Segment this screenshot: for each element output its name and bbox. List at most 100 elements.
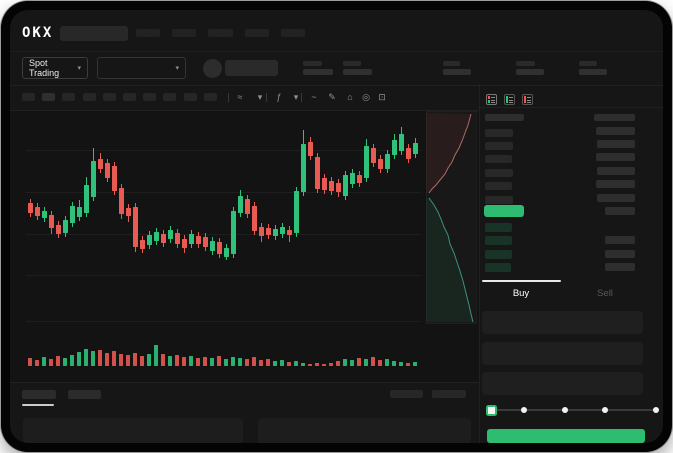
candle-body [77,207,82,217]
nav-item-placeholder[interactable] [136,29,160,37]
indicator-zigzag-icon[interactable]: ≈ [237,92,243,102]
chart-area[interactable] [10,111,479,382]
toolbar-item-placeholder[interactable] [123,93,136,101]
candle-body [196,236,201,244]
tab-buy[interactable]: Buy [512,288,530,299]
slider-stop-dot[interactable] [521,407,527,413]
toolbar-item-placeholder[interactable] [62,93,76,101]
pair-dropdown[interactable]: ▾ [97,57,186,79]
candle-body [266,228,271,235]
fullscreen-icon[interactable]: ⊡ [378,92,386,102]
candle-body [42,211,47,218]
nav-item-placeholder[interactable] [281,29,305,37]
bottom-tab-placeholder[interactable] [68,390,101,399]
tab-sell[interactable]: Sell [597,288,613,299]
volume-bar [35,360,39,366]
volume-bar [77,352,81,366]
candle-body [105,163,110,178]
amount-field[interactable] [482,341,643,365]
toolbar-item-placeholder[interactable] [203,93,217,101]
toolbar-item-placeholder[interactable] [82,93,96,101]
camera-icon[interactable]: ⌂ [347,92,353,102]
bottom-action-placeholder[interactable] [432,390,466,398]
bid-price-placeholder[interactable] [485,236,512,246]
buy-submit-button[interactable] [487,429,645,443]
bid-price-placeholder[interactable] [485,223,512,232]
candle-body [35,207,40,216]
last-price-highlight[interactable] [484,205,524,217]
volume-bar [133,353,137,366]
depth-chart[interactable] [426,111,477,324]
nav-search-placeholder[interactable] [60,26,128,41]
market-type-dropdown[interactable]: Spot Trading ▾ [22,57,88,79]
volume-bar [63,358,67,366]
bottom-tab-placeholder[interactable] [22,390,56,399]
nav-item-placeholder[interactable] [208,29,233,37]
candle-body [315,157,320,189]
volume-bar [378,360,382,366]
chevron-down-icon[interactable]: ▾ [257,92,263,102]
ask-price-placeholder[interactable] [485,128,513,137]
toolbar-item-placeholder[interactable] [22,93,35,101]
token-avatar [203,59,222,78]
volume-bar [42,357,46,366]
book-split-view-icon[interactable] [486,94,497,105]
nav-item-placeholder[interactable] [245,29,269,37]
ask-amount-placeholder [597,166,635,175]
depth-bids-line [428,197,474,323]
total-field[interactable] [482,372,643,395]
candle-style-icon[interactable]: ƒ [276,92,282,102]
draw-tools-icon[interactable]: ✎ [328,92,336,102]
depth-asks-line [428,113,472,194]
toolbar-item-placeholder[interactable] [143,93,157,101]
candle-body [147,235,152,245]
candle-body [371,148,376,163]
candle-body [168,230,173,239]
candle-body [399,134,404,151]
slider-stop-dot[interactable] [653,407,659,413]
candle-body [357,175,362,183]
line-chart-icon[interactable]: ~ [311,92,317,102]
chevron-down-icon[interactable]: ▾ [293,92,299,102]
slider-stop-dot[interactable] [602,407,608,413]
price-field[interactable] [482,311,643,334]
chart-gridline [26,192,421,193]
bid-amount-placeholder [605,263,635,272]
candle-body [273,229,278,236]
bottom-action-placeholder[interactable] [390,390,423,398]
volume-bar [28,358,32,366]
book-asks-view-icon[interactable] [522,94,533,105]
volume-bar [147,354,151,366]
candle-body [294,191,299,233]
volume-bar [70,355,74,366]
toolbar-item-placeholder[interactable] [163,93,177,101]
ask-price-placeholder[interactable] [485,141,513,150]
bid-price-placeholder[interactable] [485,263,511,273]
toolbar-item-placeholder[interactable] [183,93,197,101]
volume-bar [294,361,298,366]
toolbar-separator [301,93,302,102]
ask-price-placeholder[interactable] [485,155,512,164]
candle-body [301,144,306,192]
candle-body [364,146,369,178]
volume-bar [175,355,179,366]
book-bids-view-icon[interactable] [504,94,515,105]
candle-body [287,230,292,235]
bid-price-placeholder[interactable] [485,249,512,259]
bid-amount-placeholder [605,249,635,258]
stat-label-placeholder [443,61,460,66]
ask-price-placeholder[interactable] [485,168,513,177]
volume-bar [287,362,291,366]
slider-stop-dot[interactable] [562,407,568,413]
settings-target-icon[interactable]: ◎ [362,92,370,102]
volume-bar [105,353,109,366]
ask-price-placeholder[interactable] [485,182,512,191]
amount-slider-track[interactable] [490,409,656,411]
candle-body [154,232,159,241]
nav-item-placeholder[interactable] [172,29,196,37]
slider-handle-0pct[interactable] [486,404,497,416]
ask-price-placeholder[interactable] [485,195,513,204]
toolbar-item-placeholder[interactable] [102,93,116,101]
candle-body [378,159,383,169]
toolbar-item-placeholder[interactable] [42,93,56,101]
